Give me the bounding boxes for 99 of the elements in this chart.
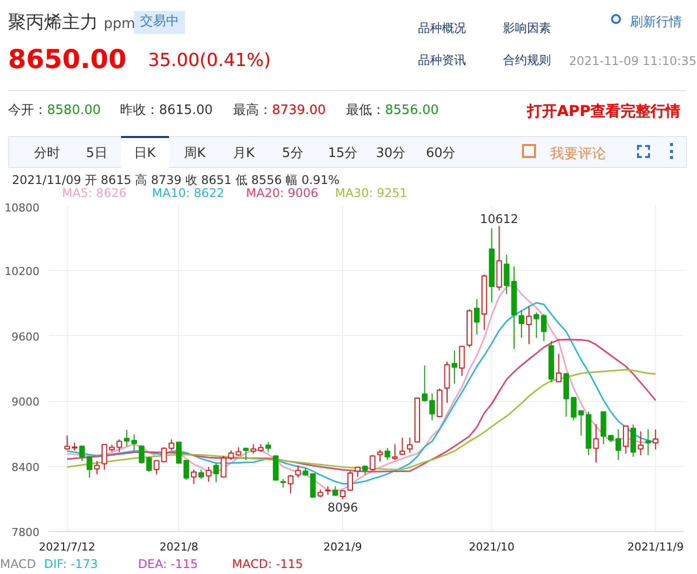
text: MA10: 8622 (152, 186, 224, 200)
candlestick (638, 430, 644, 456)
text: 15分 (328, 145, 358, 163)
x-tick-label: 2021/7/12 (38, 540, 96, 554)
candlestick (593, 424, 599, 463)
candlestick (645, 428, 651, 456)
candlestick (86, 455, 92, 478)
candlestick (116, 438, 122, 453)
text: MA5: 8626 (62, 186, 127, 200)
annotation: 10612 (480, 212, 518, 226)
candlestick (377, 449, 383, 462)
text: 刷新行情 (630, 14, 682, 32)
chart-title: 聚丙烯主力 (8, 12, 98, 33)
text: MA20: 9006 (246, 186, 318, 200)
text: MACD: -115 (232, 556, 304, 573)
text: DIF: -173 (44, 556, 98, 573)
text: 35.00(0.41%) (148, 49, 271, 73)
text: 今开：8580.00 (8, 102, 101, 120)
text: MA30: 9251 (335, 186, 408, 200)
text: 60分 (426, 145, 456, 163)
text: 最高：8739.00 (233, 102, 326, 120)
candlestick (370, 454, 376, 471)
text: 最低：8556.00 (346, 102, 439, 120)
y-tick-label: 7800 (12, 526, 40, 539)
candlestick (406, 437, 413, 454)
candlestick (347, 470, 353, 492)
chart-subtitle: ppm (104, 16, 136, 32)
candlestick (518, 310, 524, 338)
text: 2021-11-09 11:10:35 (569, 53, 696, 70)
y-tick-label: 10200 (4, 265, 40, 278)
text: DEA: -115 (138, 556, 198, 573)
candlestick (392, 444, 398, 460)
candlestick (64, 435, 70, 450)
text: 我要评论 (550, 145, 606, 164)
x-tick-label: 2021/9 (323, 540, 362, 554)
candlestick (198, 469, 204, 480)
text: 分时 (34, 145, 60, 163)
candlestick (459, 345, 465, 376)
candlestick (131, 434, 137, 451)
candlestick (652, 428, 658, 450)
candlestick (429, 392, 435, 421)
candlestick (265, 441, 272, 453)
text: 周K (184, 145, 206, 163)
candlestick (474, 298, 480, 336)
candlestick (556, 353, 562, 383)
text: MACD (0, 556, 36, 573)
candlestick (444, 361, 450, 404)
candlestick (102, 444, 108, 470)
candlestick (124, 429, 130, 447)
candlestick (422, 364, 428, 402)
text: 日K (134, 145, 156, 163)
candlestick (526, 306, 532, 345)
annotation: 8096 (327, 500, 358, 514)
candlestick (400, 437, 406, 456)
text: 30分 (376, 145, 406, 163)
text: 影响因素 (503, 20, 551, 37)
candlestick (570, 397, 576, 421)
x-tick-label: 2021/8 (160, 540, 198, 554)
line-series (66, 368, 656, 470)
candlestick (630, 424, 636, 458)
text: 昨收：8615.00 (120, 102, 213, 120)
candlestick (183, 460, 190, 480)
candlestick (94, 460, 100, 475)
line-series (66, 338, 656, 472)
text: 8650.00 (8, 44, 126, 77)
text: 合约规则 (503, 52, 551, 69)
text: 交易中 (134, 11, 185, 34)
candlestick (622, 425, 629, 454)
candlestick (243, 448, 249, 460)
candlestick (541, 314, 547, 342)
text: 品种资讯 (418, 52, 466, 69)
x-tick-label: 2021/10 (468, 540, 515, 554)
candlestick (206, 466, 212, 482)
candlestick (176, 442, 182, 464)
candlestick (534, 312, 540, 338)
y-tick-label: 9600 (12, 330, 40, 344)
candlestick (332, 486, 338, 496)
candlestick (340, 490, 346, 500)
candlestick (295, 464, 301, 478)
candlestick (79, 446, 85, 462)
text: 5日 (86, 145, 108, 163)
candlestick (384, 447, 390, 460)
text: 打开APP查看完整行情 (527, 101, 681, 122)
y-tick-label: 9000 (12, 396, 40, 409)
text: 月K (233, 145, 255, 163)
candlestick (213, 462, 219, 483)
y-tick-label: 8400 (12, 460, 40, 474)
x-tick-label: 2021/11/9 (627, 540, 684, 554)
candlestick (616, 428, 622, 460)
candlestick (452, 350, 458, 384)
text: 2021/11/09 开 8615 高 8739 收 8651 低 8556 幅 0.91% (12, 172, 340, 188)
candlestick (250, 444, 256, 454)
candlestick (288, 474, 294, 494)
text: 品种概况 (418, 20, 466, 37)
y-tick-label: 10800 (4, 202, 40, 214)
candlestick (190, 469, 197, 484)
text: 5分 (282, 145, 304, 163)
candlestick (362, 464, 368, 476)
candlestick (354, 466, 360, 478)
